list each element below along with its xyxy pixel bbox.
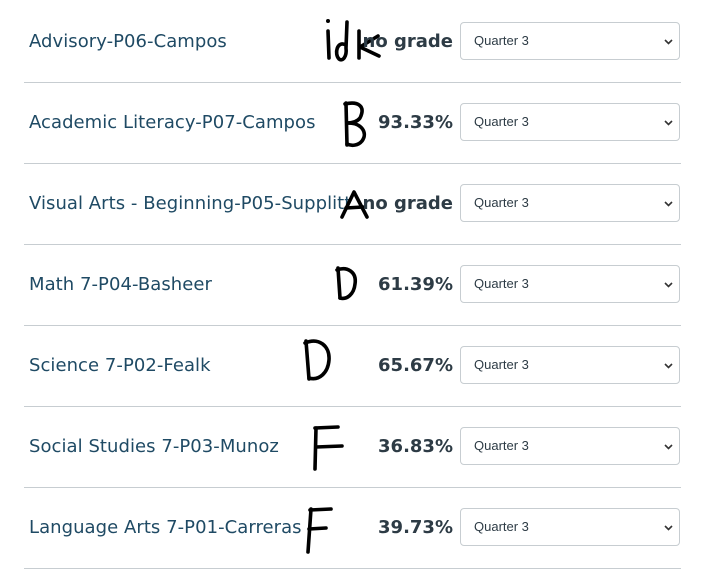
- grading-period-select[interactable]: Quarter 3: [460, 103, 680, 141]
- course-link[interactable]: Language Arts 7-P01-Carreras: [29, 517, 302, 538]
- grading-period-select[interactable]: Quarter 3: [460, 265, 680, 303]
- course-link[interactable]: Advisory-P06-Campos: [29, 31, 227, 52]
- select-value: Quarter 3: [474, 276, 529, 291]
- course-row: Academic Literacy-P07-Campos 93.33% Quar…: [24, 83, 681, 164]
- course-link[interactable]: Academic Literacy-P07-Campos: [29, 112, 316, 133]
- select-value: Quarter 3: [474, 33, 529, 48]
- grade-value: 61.39%: [378, 274, 453, 295]
- course-link[interactable]: Math 7-P04-Basheer: [29, 274, 212, 295]
- select-value: Quarter 3: [474, 357, 529, 372]
- chevron-down-icon: [664, 120, 673, 126]
- chevron-down-icon: [664, 39, 673, 45]
- chevron-down-icon: [664, 282, 673, 288]
- select-value: Quarter 3: [474, 519, 529, 534]
- grade-value: 93.33%: [378, 112, 453, 133]
- course-row: Science 7-P02-Fealk 65.67% Quarter 3: [24, 326, 681, 407]
- select-value: Quarter 3: [474, 438, 529, 453]
- handwritten-note: [343, 101, 367, 148]
- grade-value: 65.67%: [378, 355, 453, 376]
- select-value: Quarter 3: [474, 195, 529, 210]
- chevron-down-icon: [664, 525, 673, 531]
- grading-period-select[interactable]: Quarter 3: [460, 22, 680, 60]
- grade-value: 36.83%: [378, 436, 453, 457]
- course-row: Advisory-P06-Campos no grade Quarter 3: [24, 2, 681, 83]
- grading-period-select[interactable]: Quarter 3: [460, 346, 680, 384]
- chevron-down-icon: [664, 444, 673, 450]
- grade-value: 39.73%: [378, 517, 453, 538]
- grading-period-select[interactable]: Quarter 3: [460, 508, 680, 546]
- course-link[interactable]: Social Studies 7-P03-Munoz: [29, 436, 279, 457]
- handwritten-note: [340, 190, 369, 219]
- select-value: Quarter 3: [474, 114, 529, 129]
- course-row: Math 7-P04-Basheer 61.39% Quarter 3: [24, 245, 681, 326]
- course-row: Social Studies 7-P03-Munoz 36.83% Quarte…: [24, 407, 681, 488]
- chevron-down-icon: [664, 201, 673, 207]
- grading-period-select[interactable]: Quarter 3: [460, 427, 680, 465]
- course-link[interactable]: Science 7-P02-Fealk: [29, 355, 211, 376]
- handwritten-note: [326, 19, 381, 62]
- grade-value: no grade: [362, 31, 453, 52]
- course-row: Language Arts 7-P01-Carreras 39.73% Quar…: [24, 488, 681, 569]
- grade-value: no grade: [362, 193, 453, 214]
- handwritten-note: [303, 339, 331, 381]
- handwritten-note: [313, 425, 344, 471]
- grading-period-select[interactable]: Quarter 3: [460, 184, 680, 222]
- chevron-down-icon: [664, 363, 673, 369]
- course-row: Visual Arts - Beginning-P05-Supplitt no …: [24, 164, 681, 245]
- course-link[interactable]: Visual Arts - Beginning-P05-Supplitt: [29, 193, 352, 214]
- handwritten-note: [306, 507, 333, 554]
- handwritten-note: [335, 266, 358, 301]
- course-grades-list: Advisory-P06-Campos no grade Quarter 3 A…: [24, 2, 681, 569]
